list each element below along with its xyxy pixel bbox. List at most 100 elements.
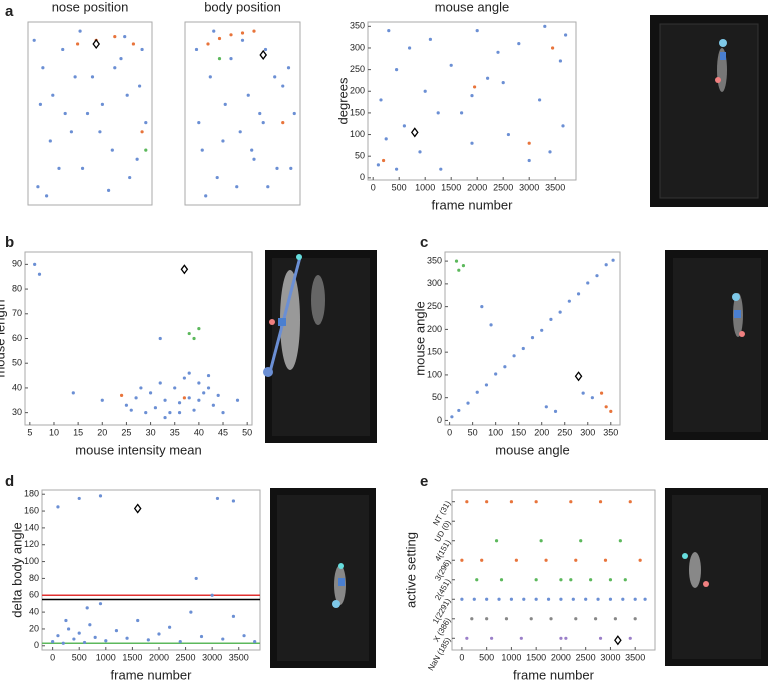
point	[266, 185, 270, 189]
point	[98, 130, 102, 134]
point	[100, 102, 104, 106]
point	[123, 35, 127, 39]
point	[208, 75, 212, 79]
y-tick-label: 50	[355, 151, 365, 161]
point	[119, 57, 123, 61]
point	[206, 386, 211, 390]
point	[529, 617, 533, 621]
point	[231, 614, 236, 618]
point	[586, 281, 590, 285]
point	[460, 111, 464, 115]
point	[382, 158, 386, 163]
point	[128, 175, 132, 180]
point	[402, 124, 406, 128]
y-tick-label: 50	[12, 358, 22, 368]
plot-frame	[444, 251, 621, 426]
point	[85, 111, 90, 116]
point	[549, 617, 553, 621]
point	[157, 632, 161, 636]
point	[465, 500, 469, 504]
y-tick-label: 160	[24, 505, 39, 515]
panel-letter: e	[420, 473, 428, 490]
x-tick-label: 350	[603, 427, 618, 437]
point	[212, 29, 216, 33]
point	[148, 391, 153, 395]
point	[598, 636, 603, 640]
point	[281, 121, 285, 125]
point	[395, 68, 399, 72]
point	[129, 408, 133, 412]
y-tick-label: 80	[12, 283, 22, 293]
point	[71, 391, 75, 395]
point	[223, 102, 227, 106]
y-tick-label: 250	[427, 301, 442, 311]
x-tick-label: 0	[50, 652, 55, 662]
y-tick-label: 30	[12, 407, 22, 417]
point	[211, 403, 215, 407]
point	[522, 597, 526, 601]
point	[221, 139, 225, 143]
point	[549, 317, 553, 321]
x-tick-label: 2500	[576, 652, 596, 662]
point	[538, 98, 542, 102]
point	[494, 539, 499, 543]
highlight-marker	[259, 49, 268, 61]
highlight-marker	[410, 127, 419, 138]
point	[125, 93, 129, 97]
x-tick-label: 1500	[122, 652, 142, 662]
y-tick-label: 350	[350, 21, 365, 31]
x-tick-label: 30	[146, 427, 156, 437]
point	[221, 637, 225, 641]
point	[263, 47, 268, 52]
point	[608, 578, 613, 582]
x-tick-label: 500	[72, 652, 87, 662]
point	[558, 310, 562, 314]
highlight-marker	[180, 264, 189, 275]
y-axis-label: degrees	[335, 77, 350, 124]
point	[376, 163, 380, 167]
x-tick-label: 3500	[625, 652, 645, 662]
point	[240, 38, 245, 42]
point	[517, 42, 521, 46]
point	[596, 597, 600, 601]
y-tick-label: 0	[360, 172, 365, 182]
x-tick-label: 35	[170, 427, 180, 437]
point	[37, 272, 42, 276]
point	[138, 84, 142, 88]
point	[238, 130, 242, 134]
x-axis-label: frame number	[111, 667, 193, 682]
y-tick-label: 150	[427, 347, 442, 357]
point	[457, 268, 461, 272]
point	[200, 148, 204, 152]
point	[78, 29, 82, 33]
y-axis-label: mouse length	[0, 299, 7, 377]
point	[485, 500, 489, 504]
point	[497, 597, 501, 601]
point	[197, 381, 201, 385]
x-tick-label: 0	[447, 427, 452, 437]
y-tick-label: 250	[350, 64, 365, 74]
point	[485, 617, 489, 621]
point	[187, 331, 191, 336]
plot-frame	[41, 489, 261, 651]
point	[512, 354, 516, 358]
point	[135, 157, 139, 161]
point	[628, 636, 632, 640]
point	[107, 188, 111, 192]
point	[457, 408, 461, 413]
point	[428, 37, 432, 41]
x-tick-label: 3000	[202, 652, 222, 662]
point	[80, 166, 85, 170]
point	[189, 610, 193, 614]
point	[460, 558, 464, 562]
point	[202, 391, 206, 395]
point	[204, 194, 208, 198]
point	[146, 638, 150, 642]
point	[144, 411, 148, 415]
point	[168, 625, 172, 629]
point	[460, 597, 464, 601]
y-tick-label: 80	[29, 573, 39, 583]
point	[628, 500, 632, 504]
y-axis-label: active setting	[403, 532, 418, 608]
point	[436, 111, 440, 115]
